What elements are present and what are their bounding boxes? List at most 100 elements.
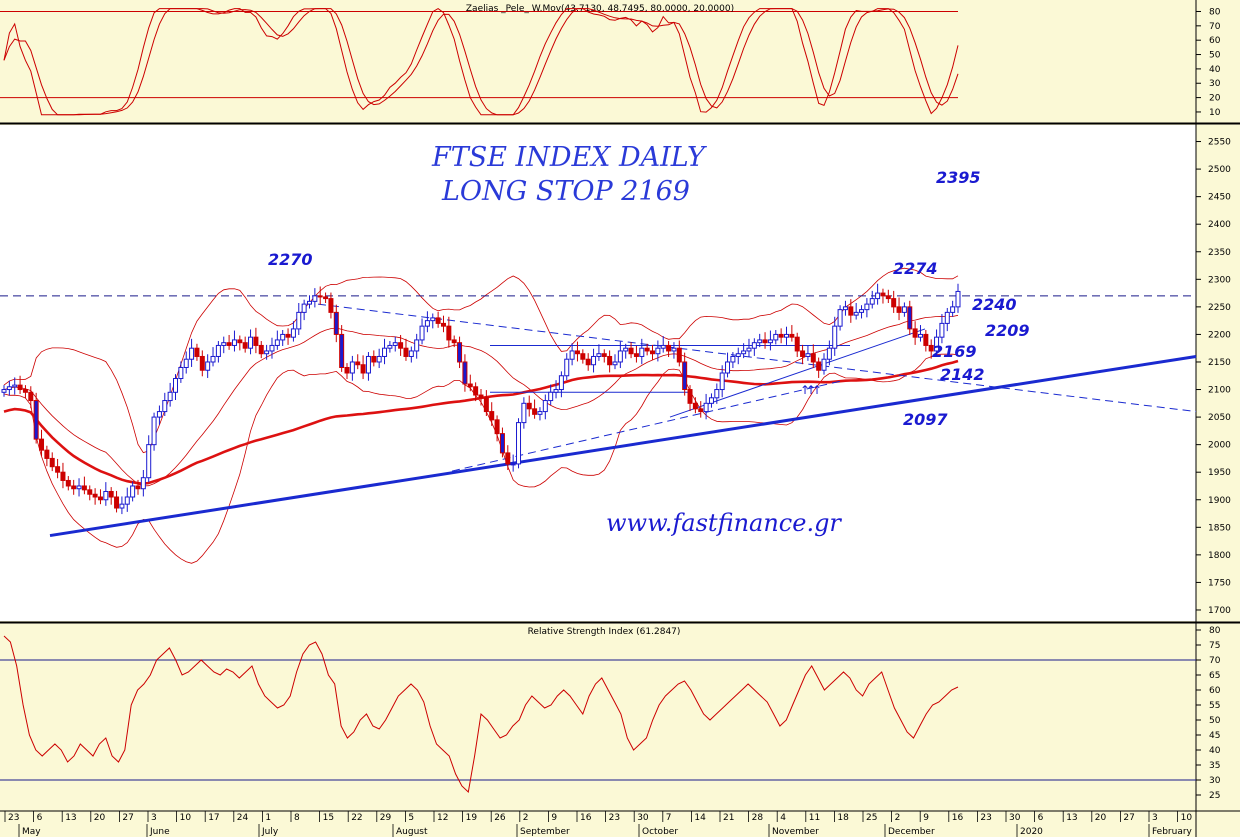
x-axis-day-label: 14 (694, 813, 706, 823)
main-axis-tick-label: 2300 (1208, 275, 1231, 285)
candle-body (119, 503, 125, 509)
candle-body (205, 361, 211, 371)
candle-body (698, 408, 704, 413)
level-label-2240: 2240 (972, 295, 1017, 314)
main-axis-tick-label: 1750 (1208, 578, 1231, 588)
x-axis-month-label: December (888, 827, 935, 837)
top-axis-tick-label: 30 (1209, 79, 1221, 89)
candle-body (226, 342, 232, 346)
candle-body (242, 342, 248, 349)
main-axis-tick-label: 1800 (1208, 551, 1231, 561)
x-axis-day-label: 27 (122, 813, 133, 823)
candle-body (237, 339, 243, 344)
rsi-axis-tick-label: 70 (1209, 656, 1221, 666)
candle-body (360, 364, 366, 374)
candle-body (103, 490, 109, 501)
x-axis-day-label: 23 (980, 813, 991, 823)
main-axis-tick-label: 2550 (1208, 138, 1231, 148)
level-label-2209: 2209 (985, 321, 1030, 340)
candle-body (548, 391, 554, 402)
candle-body (639, 347, 645, 357)
x-axis-month-label: September (520, 827, 570, 837)
candle-body (751, 342, 757, 349)
candle-body (339, 333, 345, 368)
candle-body (167, 391, 173, 402)
x-axis-day-label: 5 (408, 813, 414, 823)
x-axis-day-label: 16 (580, 813, 592, 823)
main-panel-background (0, 125, 1196, 621)
level-label-2169: 2169 (932, 342, 977, 361)
candle-body (660, 344, 666, 349)
main-axis-tick-label: 2500 (1208, 165, 1231, 175)
candle-body (666, 344, 672, 352)
candle-body (387, 344, 393, 349)
candle-body (591, 355, 597, 366)
candle-body (333, 311, 339, 335)
candle-body (585, 358, 591, 366)
candle-body (762, 339, 768, 344)
x-axis-day-label: 12 (437, 813, 448, 823)
candle-body (730, 355, 736, 363)
candle-body (692, 402, 698, 410)
candle-body (596, 353, 602, 357)
rsi-axis-tick-label: 55 (1209, 701, 1220, 711)
candle-body (708, 397, 714, 404)
x-axis-month-label: June (149, 827, 170, 837)
x-axis-month-label: 2020 (1020, 827, 1043, 837)
candle-body (258, 344, 264, 355)
rsi-axis-tick-label: 50 (1209, 716, 1221, 726)
level-label-2097: 2097 (903, 410, 948, 429)
rsi-axis-tick-label: 75 (1209, 641, 1220, 651)
candle-body (564, 358, 570, 377)
candle-body (135, 485, 141, 490)
candle-body (612, 361, 618, 366)
candle-body (317, 295, 323, 298)
candle-body (601, 353, 607, 357)
x-axis-day-label: 6 (37, 813, 43, 823)
candle-body (505, 452, 511, 465)
candle-body (140, 477, 146, 490)
main-axis-tick-label: 1900 (1208, 496, 1231, 506)
candle-body (912, 328, 918, 338)
candle-body (253, 336, 259, 346)
x-axis-day-label: 8 (294, 813, 300, 823)
candle-body (569, 350, 575, 360)
candle-body (553, 389, 559, 393)
candle-body (676, 347, 682, 363)
candle-body (816, 361, 822, 371)
candle-body (199, 355, 205, 371)
x-axis-day-label: 20 (1095, 813, 1107, 823)
main-axis-tick-label: 2200 (1208, 330, 1231, 340)
x-axis-day-label: 10 (1181, 813, 1193, 823)
x-axis-day-label: 11 (809, 813, 820, 823)
candle-body (837, 309, 843, 327)
candle-body (264, 350, 270, 355)
candle-body (885, 295, 891, 300)
candle-body (794, 336, 800, 352)
candle-body (114, 496, 120, 509)
x-axis-day-label: 10 (180, 813, 192, 823)
candle-body (408, 350, 414, 357)
up-arrow-1: ↑ (806, 383, 816, 397)
candle-body (617, 350, 623, 363)
candle-body (907, 306, 913, 330)
candle-body (532, 408, 538, 415)
candle-body (435, 317, 441, 324)
candle-body (725, 361, 731, 374)
candle-body (746, 347, 752, 352)
top-axis-tick-label: 80 (1209, 7, 1221, 17)
candle-body (880, 292, 886, 297)
top-axis-tick-label: 60 (1209, 36, 1221, 46)
top-axis-tick-label: 50 (1209, 51, 1221, 61)
candle-body (55, 466, 61, 473)
candle-body (301, 303, 307, 313)
candle-body (451, 339, 457, 344)
main-axis-tick-label: 2450 (1208, 193, 1231, 203)
main-axis-tick-label: 1950 (1208, 468, 1231, 478)
candle-body (210, 355, 216, 363)
main-axis-tick-label: 2400 (1208, 220, 1231, 230)
candle-body (783, 333, 789, 338)
candle-body (650, 350, 656, 355)
candle-body (430, 317, 436, 322)
